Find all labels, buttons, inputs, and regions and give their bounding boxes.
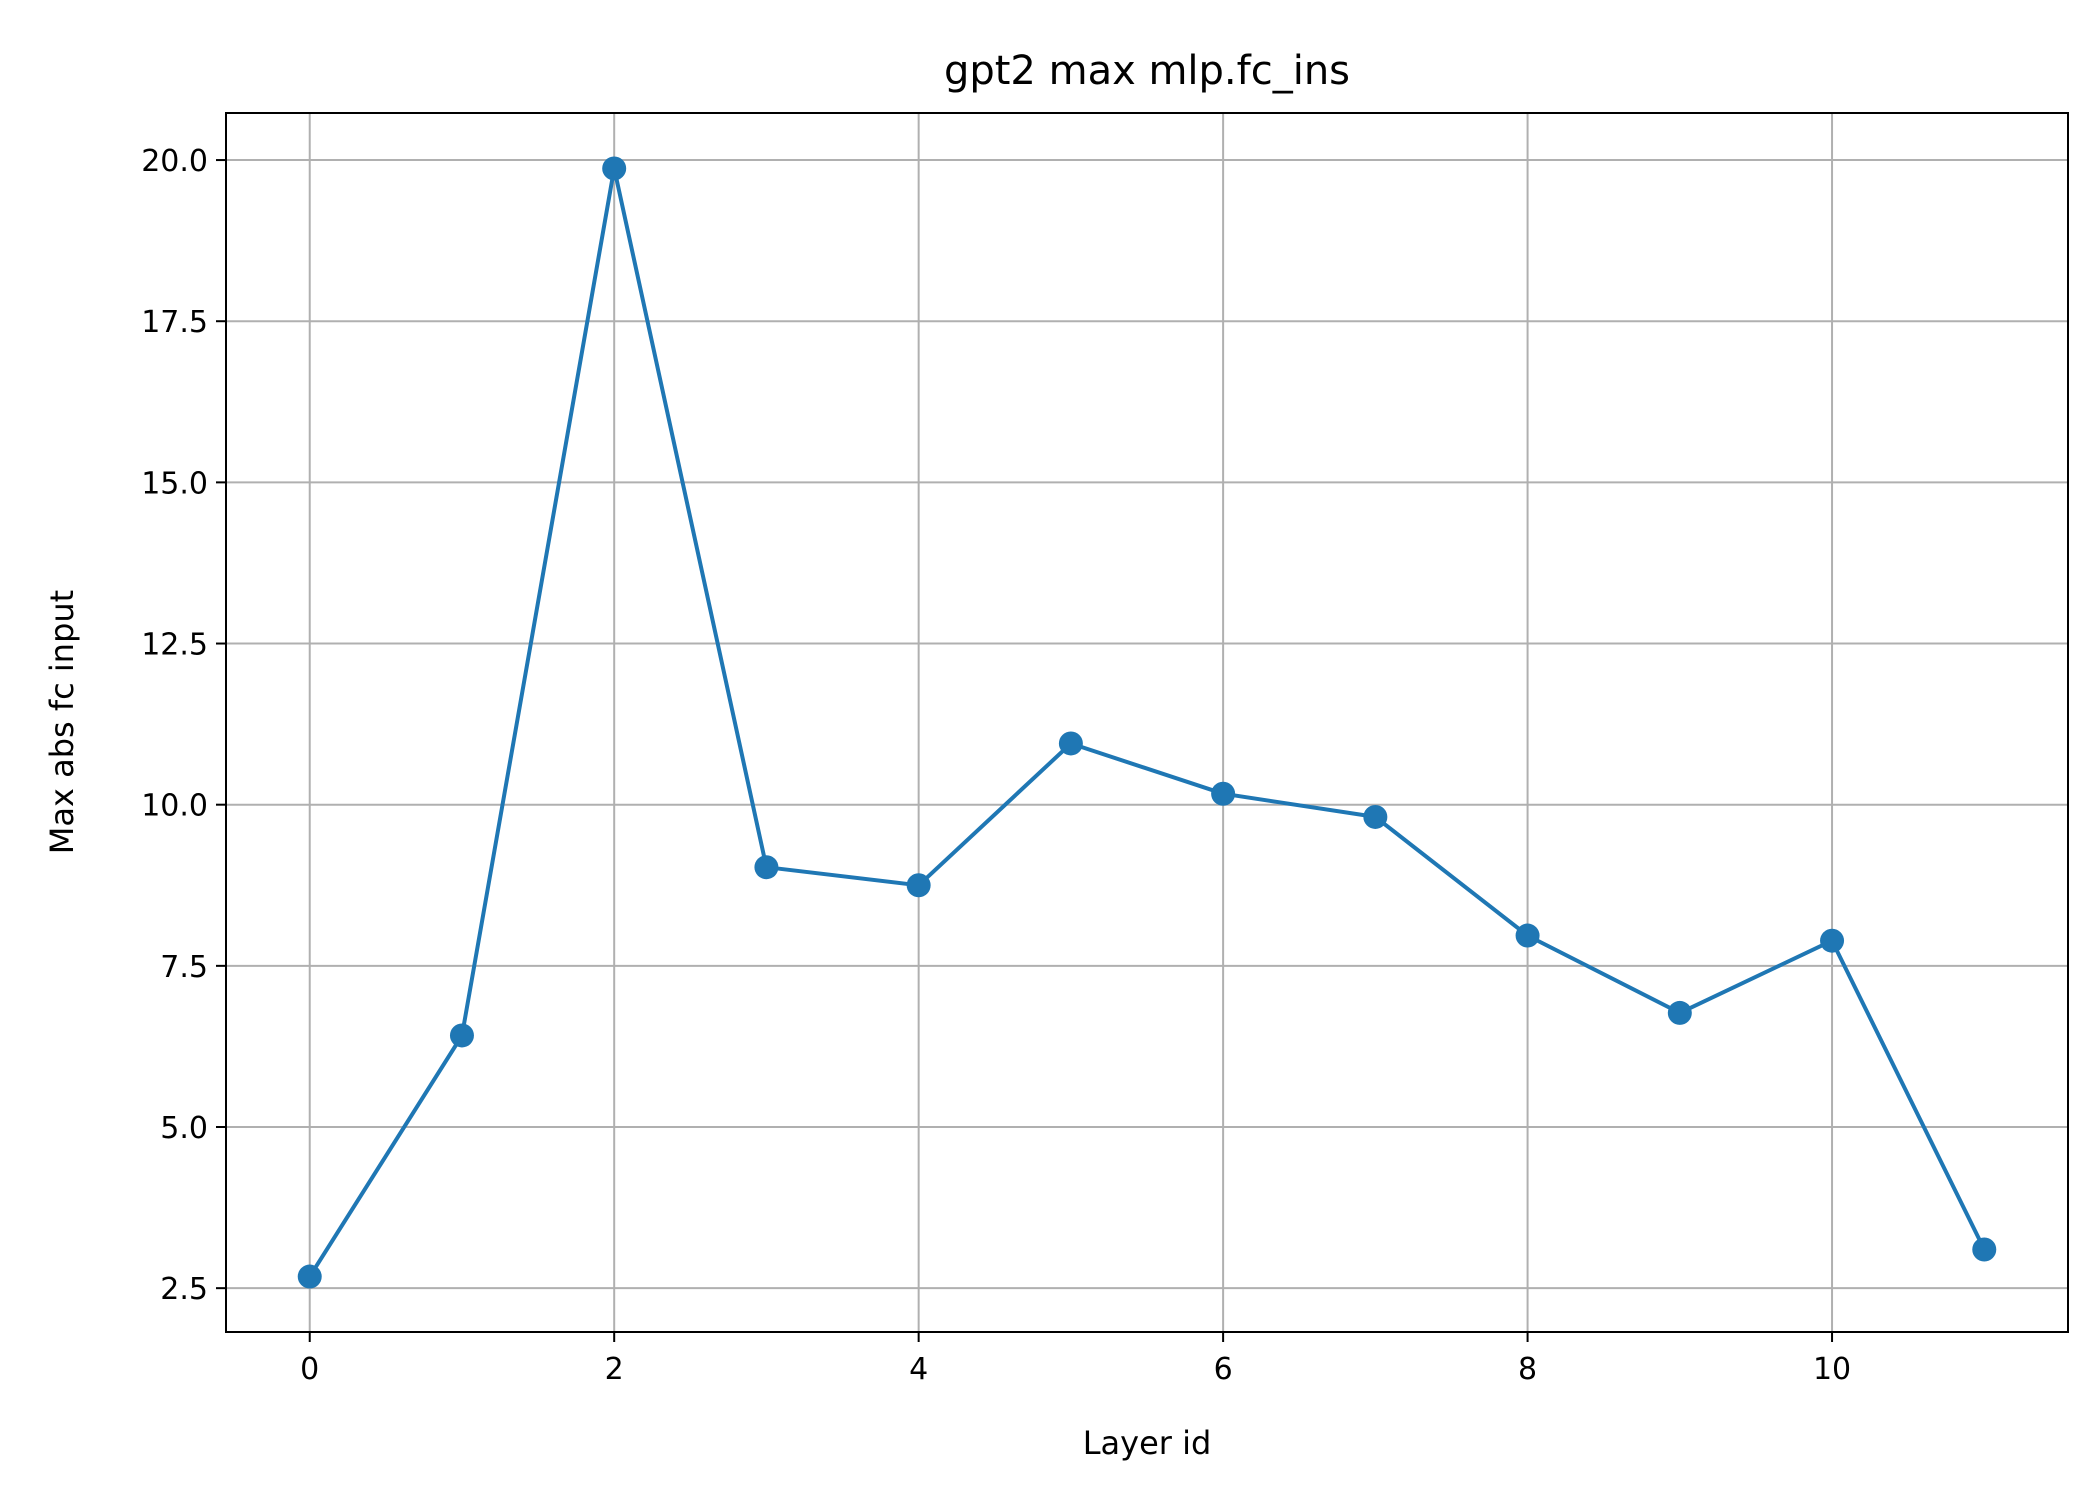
x-tick-label: 8 [1518, 1352, 1537, 1387]
data-point [1515, 923, 1540, 948]
data-point [602, 156, 627, 181]
data-point [297, 1264, 322, 1289]
y-tick-label: 5.0 [160, 1111, 208, 1146]
data-point [1820, 928, 1845, 953]
series-line [307, 166, 1987, 1279]
x-tick-label: 4 [909, 1352, 928, 1387]
data-point [1667, 1000, 1692, 1025]
grid [226, 113, 2068, 1332]
data-point [754, 855, 779, 880]
data-point [1058, 731, 1083, 756]
y-tick-label: 17.5 [141, 305, 208, 340]
plot-area-background [226, 113, 2068, 1332]
x-tick-label: 6 [1214, 1352, 1233, 1387]
x-tick-label: 2 [605, 1352, 624, 1387]
x-tick-label: 10 [1813, 1352, 1851, 1387]
x-axis-label: Layer id [1083, 1424, 1212, 1462]
y-tick-label: 2.5 [160, 1272, 208, 1307]
y-tick-label: 12.5 [141, 628, 208, 663]
plot-frame [225, 112, 2069, 1333]
data-point [1211, 781, 1236, 806]
ticks: 0 2 4 6 8 10 2.5 5.0 7.5 10.0 12.5 15.0 17.5 20.0 [141, 144, 1851, 1387]
data-point [1363, 804, 1388, 829]
y-tick-label: 15.0 [141, 466, 208, 501]
data-point [906, 873, 931, 898]
y-tick-label: 7.5 [160, 950, 208, 985]
x-tick-label: 0 [300, 1352, 319, 1387]
series-layer [297, 156, 1997, 1289]
y-tick-label: 10.0 [141, 789, 208, 824]
chart-title: gpt2 max mlp.fc_ins [944, 48, 1350, 94]
data-point [1972, 1237, 1997, 1262]
y-tick-label: 20.0 [141, 144, 208, 179]
y-axis-label: Max abs fc input [43, 590, 81, 854]
data-point [449, 1023, 474, 1048]
